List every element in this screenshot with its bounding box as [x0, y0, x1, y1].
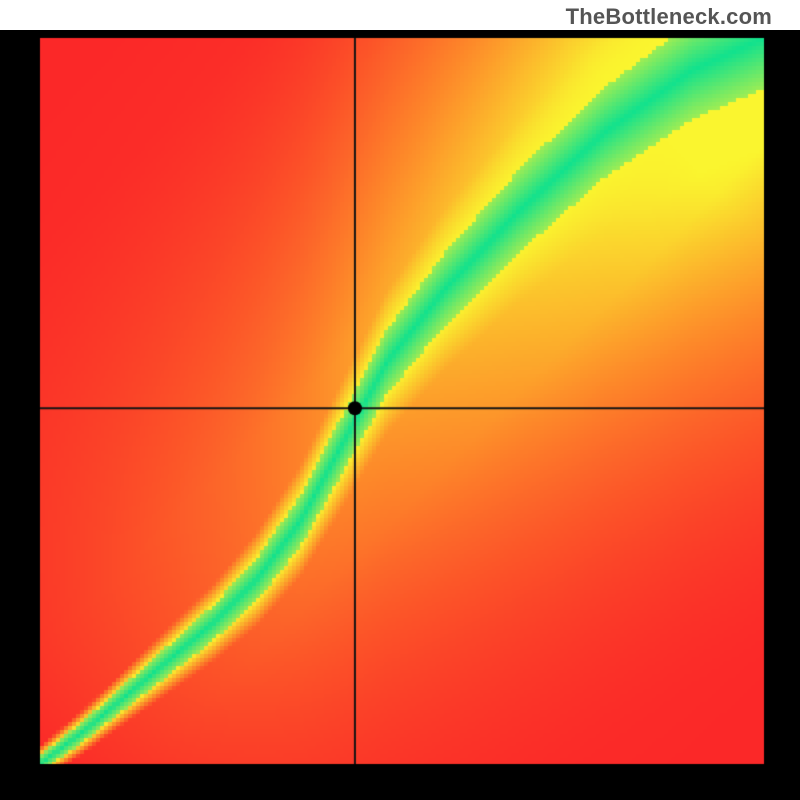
- heatmap-canvas: [0, 30, 800, 800]
- watermark-text: TheBottleneck.com: [566, 4, 772, 30]
- chart-stage: TheBottleneck.com: [0, 0, 800, 800]
